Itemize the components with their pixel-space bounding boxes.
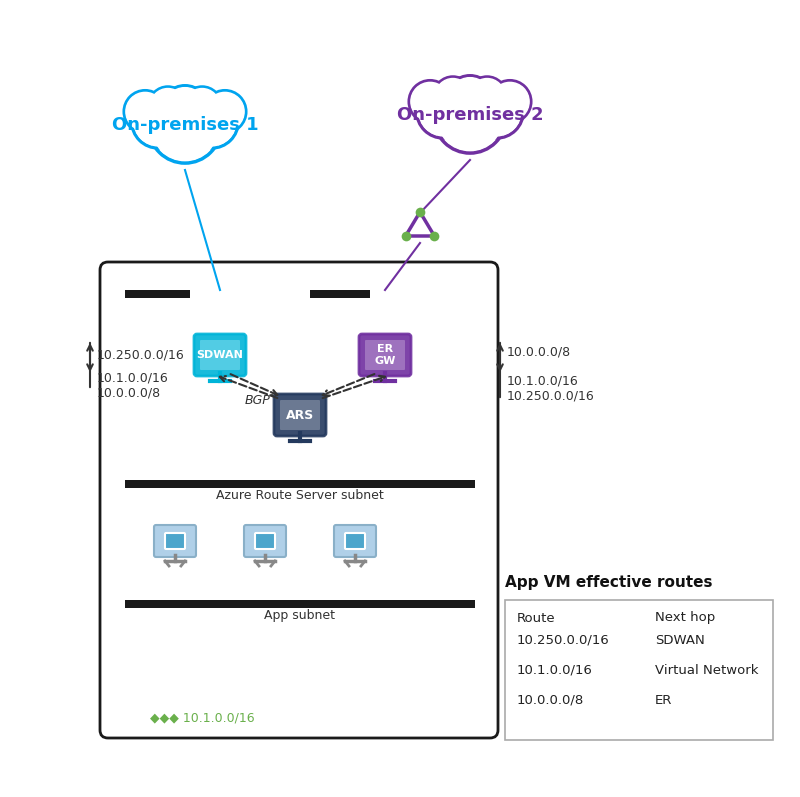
Circle shape: [446, 76, 494, 124]
Circle shape: [448, 77, 492, 121]
Text: SDWAN: SDWAN: [655, 634, 705, 646]
Text: App VM effective routes: App VM effective routes: [505, 575, 713, 590]
Text: 10.0.0.0/8: 10.0.0.0/8: [517, 693, 584, 706]
Text: 10.250.0.0/16: 10.250.0.0/16: [97, 348, 185, 362]
Circle shape: [204, 91, 246, 132]
Circle shape: [435, 79, 470, 113]
FancyBboxPatch shape: [194, 334, 246, 376]
Bar: [125, 480, 475, 488]
Circle shape: [410, 80, 451, 123]
Circle shape: [150, 88, 186, 124]
FancyBboxPatch shape: [154, 525, 196, 557]
Circle shape: [163, 88, 207, 132]
Circle shape: [434, 81, 506, 153]
Text: BGP: BGP: [245, 394, 271, 406]
Text: Next hop: Next hop: [655, 611, 715, 625]
Circle shape: [434, 77, 472, 115]
Circle shape: [149, 91, 221, 163]
FancyBboxPatch shape: [200, 340, 240, 370]
Circle shape: [470, 84, 523, 138]
FancyBboxPatch shape: [255, 533, 275, 549]
Circle shape: [419, 87, 468, 135]
FancyBboxPatch shape: [365, 340, 405, 370]
Text: ARS: ARS: [286, 409, 314, 422]
Circle shape: [470, 79, 505, 113]
Circle shape: [126, 92, 164, 131]
Text: ◆◆◆ 10.1.0.0/16: ◆◆◆ 10.1.0.0/16: [150, 712, 254, 724]
Text: 10.1.0.0/16
10.0.0.0/8: 10.1.0.0/16 10.0.0.0/8: [97, 371, 169, 399]
Text: On-premises 1: On-premises 1: [112, 116, 258, 134]
FancyBboxPatch shape: [100, 262, 498, 738]
Circle shape: [162, 86, 209, 133]
Circle shape: [183, 87, 221, 125]
FancyBboxPatch shape: [244, 525, 286, 557]
Circle shape: [185, 95, 238, 148]
Circle shape: [468, 77, 506, 115]
Circle shape: [206, 92, 244, 131]
FancyBboxPatch shape: [334, 525, 376, 557]
Circle shape: [134, 97, 183, 146]
Bar: [125, 290, 190, 298]
Text: 10.250.0.0/16: 10.250.0.0/16: [517, 634, 610, 646]
Circle shape: [187, 97, 236, 146]
Circle shape: [152, 94, 218, 160]
Text: ER: ER: [655, 693, 672, 706]
Bar: [505, 600, 773, 740]
FancyBboxPatch shape: [280, 400, 320, 430]
FancyBboxPatch shape: [359, 334, 411, 376]
Circle shape: [132, 95, 185, 148]
Text: Virtual Network: Virtual Network: [655, 663, 758, 677]
Text: App subnet: App subnet: [265, 608, 335, 622]
FancyBboxPatch shape: [165, 533, 185, 549]
Circle shape: [472, 87, 521, 135]
Text: On-premises 2: On-premises 2: [397, 106, 543, 124]
Circle shape: [437, 84, 503, 150]
Text: 10.1.0.0/16: 10.1.0.0/16: [517, 663, 593, 677]
Text: 10.1.0.0/16
10.250.0.0/16: 10.1.0.0/16 10.250.0.0/16: [507, 374, 594, 402]
FancyBboxPatch shape: [274, 394, 326, 436]
Bar: [125, 600, 475, 608]
Circle shape: [149, 87, 187, 125]
Text: Azure Route Server subnet: Azure Route Server subnet: [216, 489, 384, 501]
Circle shape: [124, 91, 166, 132]
Text: ER
GW: ER GW: [374, 344, 396, 366]
Text: 10.0.0.0/8: 10.0.0.0/8: [507, 346, 571, 359]
Bar: [310, 290, 370, 298]
Text: SDWAN: SDWAN: [197, 350, 243, 360]
FancyBboxPatch shape: [345, 533, 365, 549]
Circle shape: [411, 82, 450, 121]
Circle shape: [417, 84, 470, 138]
Circle shape: [489, 80, 531, 123]
Circle shape: [185, 88, 219, 124]
Text: Route: Route: [517, 611, 556, 625]
Circle shape: [490, 82, 529, 121]
